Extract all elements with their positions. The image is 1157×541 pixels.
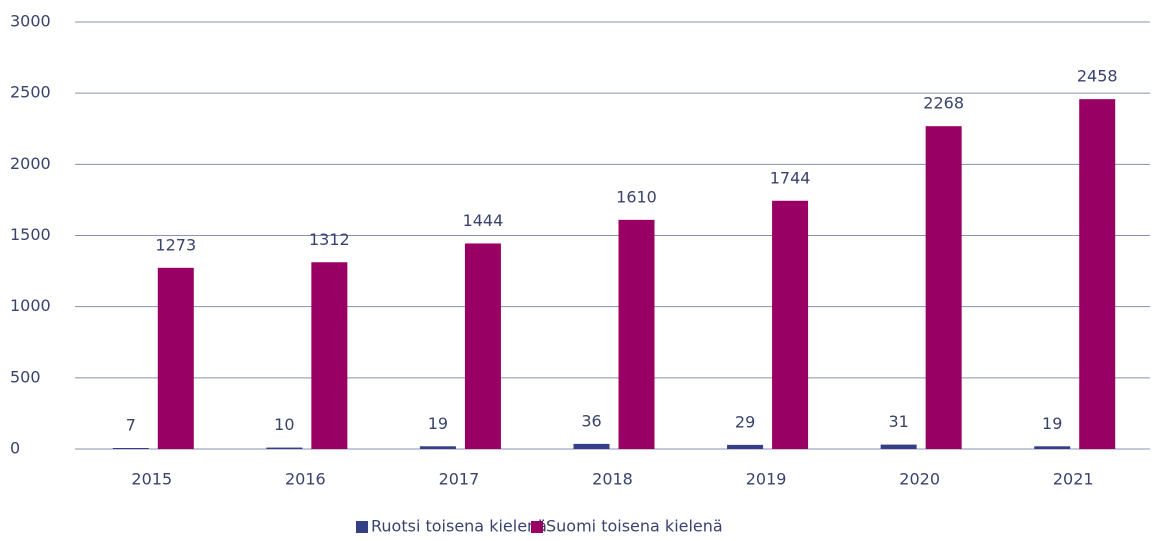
bar (618, 219, 655, 449)
legend-swatch (356, 521, 368, 533)
y-tick-label: 500 (10, 367, 41, 386)
data-label: 2458 (1077, 67, 1118, 86)
bar (464, 243, 501, 449)
bar (266, 447, 303, 449)
bar (157, 267, 194, 449)
y-tick-label: 3000 (10, 12, 51, 31)
bar (419, 446, 456, 449)
x-tick-label: 2021 (1053, 470, 1094, 489)
data-label: 1610 (616, 187, 657, 206)
legend-label: Suomi toisena kielenä (546, 517, 723, 536)
bar (112, 448, 149, 449)
data-label: 19 (428, 414, 448, 433)
bar (727, 444, 764, 449)
data-label: 1273 (155, 235, 196, 254)
data-label: 19 (1042, 414, 1062, 433)
y-tick-label: 1000 (10, 296, 51, 315)
y-tick-label: 0 (10, 439, 20, 458)
bar (1034, 446, 1071, 449)
y-tick-label: 2000 (10, 154, 51, 173)
data-label: 29 (735, 412, 755, 431)
data-label: 36 (581, 411, 601, 430)
bar (880, 444, 917, 449)
bar (311, 262, 348, 449)
bar (1079, 99, 1116, 450)
data-label: 10 (274, 415, 294, 434)
y-tick-label: 1500 (10, 225, 51, 244)
x-tick-label: 2019 (746, 470, 787, 489)
x-tick-label: 2015 (131, 470, 172, 489)
x-tick-label: 2018 (592, 470, 633, 489)
data-label: 1444 (463, 211, 504, 230)
data-label: 1312 (309, 230, 350, 249)
x-tick-label: 2020 (899, 470, 940, 489)
bar (925, 126, 962, 450)
x-tick-label: 2017 (439, 470, 480, 489)
bar (573, 443, 610, 449)
x-tick-label: 2016 (285, 470, 326, 489)
y-tick-label: 2500 (10, 83, 51, 102)
data-label: 7 (126, 416, 136, 435)
bar (772, 200, 809, 449)
legend-label: Ruotsi toisena kielenä (371, 517, 547, 536)
data-label: 31 (888, 412, 908, 431)
legend-swatch (531, 521, 543, 533)
data-label: 1744 (770, 168, 811, 187)
data-label: 2268 (923, 94, 964, 113)
